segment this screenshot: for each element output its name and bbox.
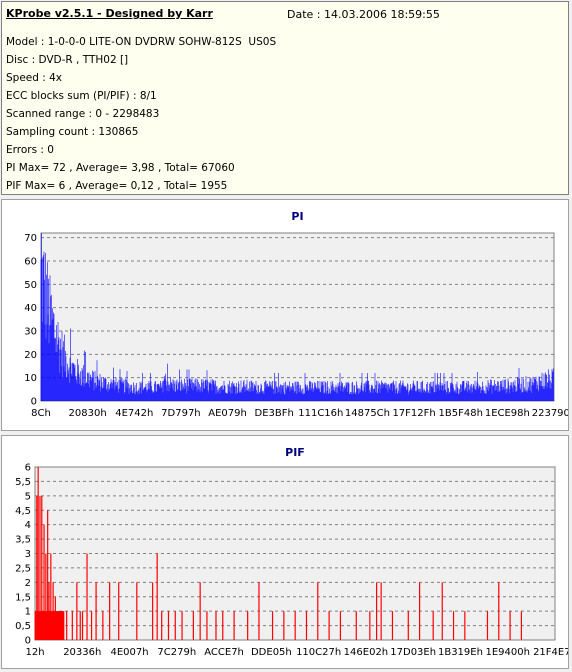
pif-ytick-label: 0,5 — [15, 621, 31, 632]
pif-ytick-label: 5,5 — [15, 477, 31, 488]
pi-chart-title: PI — [291, 210, 303, 223]
info-pi-summary: PI Max= 72 , Average= 3,98 , Total= 6706… — [6, 162, 235, 174]
pi-ytick-label: 70 — [24, 233, 37, 244]
pif-ytick-label: 2 — [25, 578, 31, 589]
pif-ytick-label: 2,5 — [15, 563, 31, 574]
info-speed: Speed : 4x — [6, 72, 63, 84]
info-model: Model : 1-0-0-0 LITE-ON DVDRW SOHW-812S … — [6, 36, 277, 48]
pi-xtick-label: 14875Ch — [345, 408, 390, 419]
pif-ytick-label: 1 — [25, 607, 31, 618]
pi-xtick-label: 1ECE98h — [485, 408, 530, 419]
pif-xtick-label: 17D03Eh — [390, 647, 436, 658]
pif-xtick-label: 7C279h — [157, 647, 196, 658]
pif-xtick-label: 1B319Eh — [438, 647, 483, 658]
pi-xtick-label: 4E742h — [115, 408, 153, 419]
pif-ytick-label: 4,5 — [15, 506, 31, 517]
pif-xtick-label: 1E9400h — [485, 647, 529, 658]
info-errors: Errors : 0 — [6, 144, 54, 156]
pif-series — [34, 467, 523, 640]
pif-xtick-label: 12h — [25, 647, 44, 658]
pif-xtick-label: 110C27h — [296, 647, 341, 658]
pif-xtick-label: 21F4E7h — [533, 647, 568, 658]
pi-xtick-label: 17F12Fh — [392, 408, 435, 419]
pif-ytick-label: 5 — [25, 491, 31, 502]
pif-chart-title: PIF — [285, 446, 305, 459]
pif-ytick-label: 0 — [25, 636, 31, 647]
pif-ytick-label: 4 — [25, 520, 31, 531]
pif-xtick-label: DDE05h — [251, 647, 292, 658]
info-scanned-range: Scanned range : 0 - 2298483 — [6, 108, 160, 120]
pif-xtick-label: ACCE7h — [204, 647, 244, 658]
pi-xtick-label: 7D797h — [161, 408, 201, 419]
pi-ytick-label: 0 — [31, 397, 37, 408]
pi-ytick-label: 20 — [24, 350, 37, 361]
pi-xtick-label: 1B5F48h — [439, 408, 483, 419]
pif-ytick-label: 6 — [25, 463, 31, 474]
pi-series — [40, 233, 554, 401]
pi-xtick-label: 8Ch — [31, 408, 51, 419]
pi-xtick-label: AE079h — [208, 408, 247, 419]
pi-chart: PI 0 10 20 30 40 50 60 70 8Ch 20830h 4E742h 7D797h AE… — [24, 210, 568, 419]
pi-xtick-label: DE3BFh — [255, 408, 294, 419]
scan-date: Date : 14.03.2006 18:59:55 — [287, 8, 440, 21]
pi-ytick-label: 40 — [24, 303, 37, 314]
info-pif-summary: PIF Max= 6 , Average= 0,12 , Total= 1955 — [6, 180, 228, 192]
pif-ytick-label: 3,5 — [15, 535, 31, 546]
info-disc: Disc : DVD-R , TTH02 [] — [6, 54, 129, 66]
pi-ytick-label: 60 — [24, 257, 37, 268]
pi-ytick-label: 30 — [24, 327, 37, 338]
pi-chart-panel: PI 0 10 20 30 40 50 60 70 8Ch 20830h 4E742h 7D797h AE… — [1, 199, 569, 431]
app-title: KProbe v2.5.1 - Designed by Karr — [6, 7, 213, 20]
info-ecc-sum: ECC blocks sum (PI/PIF) : 8/1 — [6, 90, 157, 102]
info-panel: KProbe v2.5.1 - Designed by Karr Date : … — [1, 1, 569, 195]
pif-chart: PIF 0 0,5 1 1,5 2 2,5 3 3,5 4 4,5 5 5,5 6 12h 20336h 4E0… — [15, 446, 568, 658]
pi-ytick-label: 10 — [24, 373, 37, 384]
info-sampling-count: Sampling count : 130865 — [6, 126, 139, 138]
pi-xtick-label: 111C16h — [298, 408, 343, 419]
pi-plot-area — [40, 232, 555, 402]
pi-xtick-label: 223790h — [532, 408, 568, 419]
pif-ytick-label: 3 — [25, 549, 31, 560]
pif-xtick-label: 4E007h — [110, 647, 148, 658]
pi-xtick-label: 20830h — [69, 408, 107, 419]
pi-ytick-label: 50 — [24, 280, 37, 291]
pif-xtick-label: 20336h — [63, 647, 101, 658]
pif-ytick-label: 1,5 — [15, 592, 31, 603]
pif-chart-panel: PIF 0 0,5 1 1,5 2 2,5 3 3,5 4 4,5 5 5,5 6 12h 20336h 4E0… — [1, 435, 569, 669]
pif-xtick-label: 146E02h — [344, 647, 388, 658]
